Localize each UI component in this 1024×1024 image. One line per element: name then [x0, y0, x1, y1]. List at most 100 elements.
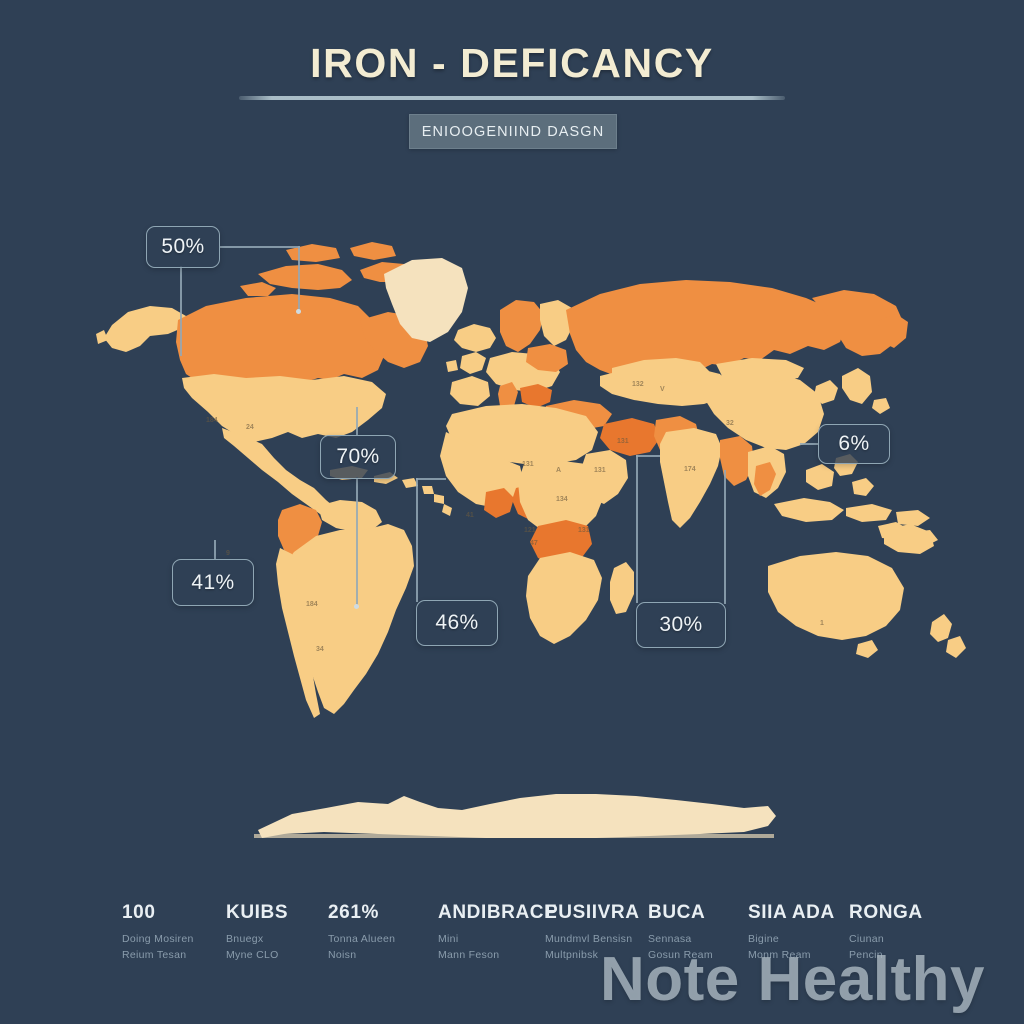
leader-line-41 [214, 540, 216, 560]
callout-value: 50% [161, 235, 205, 258]
leader-line-46-b [416, 478, 446, 480]
legend-stat: KUIBS Bnuegx Myne CLO [226, 902, 288, 964]
world-map-svg: .ll { fill:#f8cd85; } /* land light */ .… [96, 242, 966, 838]
legend-stat-line2: Noisn [328, 949, 357, 962]
callout-value: 41% [191, 570, 235, 594]
leader-line-70-b [356, 407, 358, 435]
legend-stat-line2: Monm Ream [748, 949, 811, 962]
leader-dot-50 [296, 309, 301, 314]
region-poland-belarus [526, 344, 568, 372]
callout-value: 70% [336, 445, 380, 468]
leader-line-30-b [636, 455, 660, 457]
leader-line-46-a [416, 478, 418, 602]
callout-indian-ocean[interactable]: 30% [636, 602, 726, 648]
legend-stat: ANDIBRACE Mini Mann Feson [438, 902, 557, 964]
region-antarctica [258, 794, 776, 838]
region-alaska [96, 306, 186, 352]
region-canada [176, 294, 384, 390]
callout-value: 46% [435, 611, 479, 634]
legend-stat: SIIA ADA Bigine Monm Ream [748, 902, 835, 964]
legend-stats-row: 100 Doing Mosiren Reium Tesan KUIBS Bnuegx My… [0, 902, 1024, 992]
region-papua-new-guinea [884, 524, 934, 554]
legend-stat-line2: Pencin [849, 949, 883, 962]
region-new-zealand [930, 614, 966, 658]
subtitle-badge-label: ENIOOGENIIND DASGN [421, 123, 605, 140]
legend-stat-value: RONGA [849, 902, 923, 923]
legend-stat-line2: Gosun Ream [648, 949, 713, 962]
region-mongolia [716, 358, 804, 382]
legend-stat: BUCA Sennasa Gosun Ream [648, 902, 713, 964]
legend-stat-value: ANDIBRACE [438, 902, 558, 923]
region-finland-baltic [540, 300, 574, 346]
region-peru-chile [276, 548, 320, 718]
region-australia [768, 552, 904, 640]
region-mexico-central-america [222, 428, 348, 528]
region-north-africa [446, 404, 598, 464]
region-venezuela-guyana [318, 500, 382, 532]
callout-east-asia-pacific[interactable]: 6% [818, 424, 890, 464]
legend-stat: PUSIIVRA Mundmvl Bensisn Multpnibsk [545, 902, 640, 964]
callout-value: 6% [838, 432, 870, 455]
region-russia-east [812, 290, 904, 356]
region-balkans [520, 384, 552, 408]
legend-stat-value: KUIBS [226, 902, 289, 923]
region-madagascar [610, 562, 634, 614]
callout-north-america-canada[interactable]: 50% [146, 226, 220, 268]
header: IRON - DEFICANCY ENIOOGENIIND DASGN [0, 0, 1024, 170]
region-arctic-islands [240, 242, 414, 296]
region-thailand [754, 462, 776, 496]
leader-line-70-a [356, 477, 358, 607]
legend-stat-line1: Bnuegx [226, 933, 264, 945]
region-united-states [182, 374, 386, 442]
leader-line-6 [800, 443, 818, 445]
region-india [660, 428, 722, 528]
legend-stat: RONGA Ciunan Pencin [849, 902, 923, 964]
callout-central-atlantic[interactable]: 70% [320, 435, 396, 479]
region-korea-japan [814, 368, 890, 414]
legend-stat-value: BUCA [648, 902, 706, 923]
legend-stat-line1: Doing Mosiren [122, 933, 194, 945]
legend-stat-line1: Bigine [748, 933, 779, 945]
page-title: IRON - DEFICANCY [310, 40, 714, 86]
subtitle-badge: ENIOOGENIIND DASGN [409, 114, 617, 149]
region-china [700, 372, 824, 450]
world-map: .ll { fill:#f8cd85; } /* land light */ .… [0, 170, 1024, 880]
region-east-africa [582, 450, 628, 504]
antarctica-baseline [254, 834, 774, 838]
region-ghana-coast [484, 488, 514, 518]
leader-line-50-c [298, 246, 300, 312]
leader-line-30-c [724, 470, 726, 604]
legend-stat-value: SIIA ADA [748, 902, 835, 923]
callout-south-pacific-west[interactable]: 41% [172, 559, 254, 606]
region-iran [600, 418, 660, 456]
region-southern-africa [526, 552, 602, 644]
legend-stat-line1: Tonna Alueen [328, 933, 396, 945]
legend-stat-value: PUSIIVRA [545, 902, 640, 923]
region-greenland [384, 258, 468, 342]
legend-stat-line2: Myne CLO [226, 949, 279, 962]
callout-value: 30% [659, 613, 703, 636]
leader-line-50-a [180, 266, 182, 356]
leader-dot-70 [354, 604, 359, 609]
callout-west-africa[interactable]: 46% [416, 600, 498, 646]
legend-stat-line2: Reium Tesan [122, 949, 187, 962]
region-uk-ireland [446, 352, 486, 374]
legend-stat-line2: Mann Feson [438, 949, 500, 962]
region-central-africa [518, 460, 604, 536]
region-kamchatka [878, 314, 908, 348]
region-tasmania [856, 640, 878, 658]
legend-stat-line2: Multpnibsk [545, 949, 599, 962]
region-scandinavia [500, 300, 544, 352]
region-russia [566, 280, 846, 380]
legend-stat-value: 261% [328, 902, 379, 923]
region-kazakhstan [612, 358, 710, 384]
legend-stat-line1: Mini [438, 933, 459, 945]
region-brazil [284, 524, 414, 714]
leader-line-30-a [636, 455, 638, 603]
region-iberia [450, 376, 490, 406]
legend-stat-line1: Sennasa [648, 933, 692, 945]
region-western-europe [454, 324, 496, 352]
legend-stat: 261% Tonna Alueen Noisn [328, 902, 395, 964]
legend-stat-line1: Mundmvl Bensisn [545, 933, 633, 945]
